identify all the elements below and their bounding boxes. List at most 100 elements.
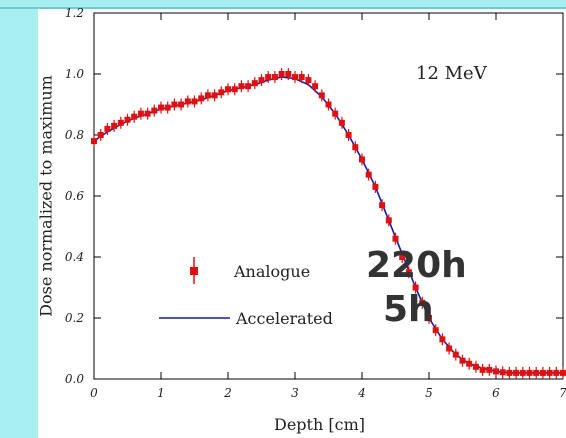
analogue-point (184, 98, 191, 105)
analogue-point (151, 107, 158, 114)
y-tick-label: 1.2 (65, 6, 84, 20)
analogue-point (278, 71, 285, 77)
x-tick-label: 7 (559, 386, 566, 400)
analogue-point (452, 351, 459, 358)
analogue-point (412, 284, 419, 291)
analogue-time-annotation: 220h (366, 245, 467, 286)
analogue-point (318, 92, 325, 99)
analogue-point (493, 368, 499, 375)
x-tick-label: 0 (90, 386, 98, 400)
x-tick-label: 2 (223, 386, 232, 400)
analogue-point (238, 83, 245, 90)
axis-ticks: 0 1 2 3 4 5 6 7 0.0 0.2 0.4 0.6 0.8 1.0 1.2 (65, 6, 566, 400)
analogue-point (158, 104, 164, 111)
analogue-point (419, 299, 426, 306)
analogue-point (204, 92, 211, 99)
analogue-point (553, 369, 560, 376)
analogue-point (392, 235, 399, 242)
analogue-point (432, 327, 439, 334)
x-tick-label: 5 (425, 386, 433, 400)
analogue-point (137, 110, 144, 117)
analogue-point (385, 217, 392, 224)
x-axis-label: Depth [cm] (274, 415, 365, 434)
analogue-point (472, 363, 479, 370)
analogue-point (218, 89, 225, 96)
analogue-point (372, 183, 379, 190)
y-tick-label: 0.2 (65, 311, 84, 325)
series-layer (91, 68, 566, 379)
analogue-point (298, 74, 305, 81)
analogue-point (560, 369, 566, 376)
analogue-point (459, 357, 466, 364)
analogue-point (479, 366, 486, 373)
analogue-point (426, 315, 432, 321)
analogue-point (533, 369, 540, 376)
legend-analogue-marker (190, 267, 198, 275)
analogue-point (305, 77, 312, 84)
analogue-point (499, 369, 506, 376)
legend: Analogue Accelerated (159, 257, 333, 328)
analogue-point (258, 77, 265, 84)
analogue-point (104, 125, 111, 132)
analogue-point (117, 119, 124, 126)
y-tick-label: 0.4 (65, 250, 84, 264)
analogue-point (312, 83, 319, 90)
top-accent-strip (0, 0, 566, 7)
y-tick-label: 0.6 (65, 189, 84, 203)
analogue-point (225, 86, 231, 93)
x-tick-label: 4 (357, 386, 366, 400)
analogue-point (111, 122, 118, 129)
analogue-point (352, 144, 359, 151)
analogue-point (271, 74, 278, 81)
x-tick-label: 6 (492, 386, 500, 400)
analogue-point (365, 171, 372, 178)
analogue-point (91, 138, 97, 145)
analogue-point (338, 119, 345, 126)
energy-annotation: 12 MeV (416, 63, 488, 84)
analogue-point (513, 369, 520, 376)
accelerated-time-annotation: 5h (383, 289, 434, 330)
y-axis-label: Dose normalized to maximum (37, 75, 56, 317)
analogue-point (399, 254, 406, 260)
analogue-point (325, 101, 332, 108)
analogue-point (519, 369, 526, 376)
analogue-point (97, 132, 104, 138)
analogue-point (486, 366, 493, 373)
top-accent-line (0, 7, 566, 9)
legend-analogue-label: Analogue (233, 262, 310, 281)
analogue-point (231, 86, 238, 93)
analogue-point (245, 83, 252, 90)
analogue-point (191, 98, 198, 105)
analogue-point (178, 101, 185, 108)
analogue-point (198, 95, 205, 102)
analogue-point (285, 71, 292, 77)
analogue-point (144, 110, 151, 117)
analogue-point (131, 113, 138, 120)
analogue-point (506, 369, 513, 376)
analogue-point (446, 345, 453, 352)
x-tick-label: 1 (157, 386, 165, 400)
analogue-point (345, 132, 352, 138)
analogue-point (439, 336, 446, 343)
analogue-point (379, 202, 386, 209)
analogue-point (292, 74, 298, 81)
analogue-point (251, 80, 258, 87)
accelerated-line (93, 76, 563, 374)
analogue-point (211, 92, 218, 99)
analogue-point (164, 104, 171, 111)
analogue-point (546, 369, 553, 376)
y-tick-label: 0.0 (65, 372, 84, 386)
analogue-point (405, 269, 412, 276)
analogue-point (332, 110, 339, 117)
analogue-point (171, 101, 178, 108)
y-tick-label: 1.0 (65, 67, 84, 81)
x-tick-label: 3 (291, 386, 299, 400)
legend-accelerated-label: Accelerated (235, 309, 333, 328)
analogue-point (265, 74, 272, 81)
analogue-point (359, 156, 365, 163)
analogue-point (526, 369, 533, 376)
analogue-point (124, 116, 131, 123)
y-tick-label: 0.8 (65, 128, 84, 142)
left-accent-strip (0, 0, 38, 438)
